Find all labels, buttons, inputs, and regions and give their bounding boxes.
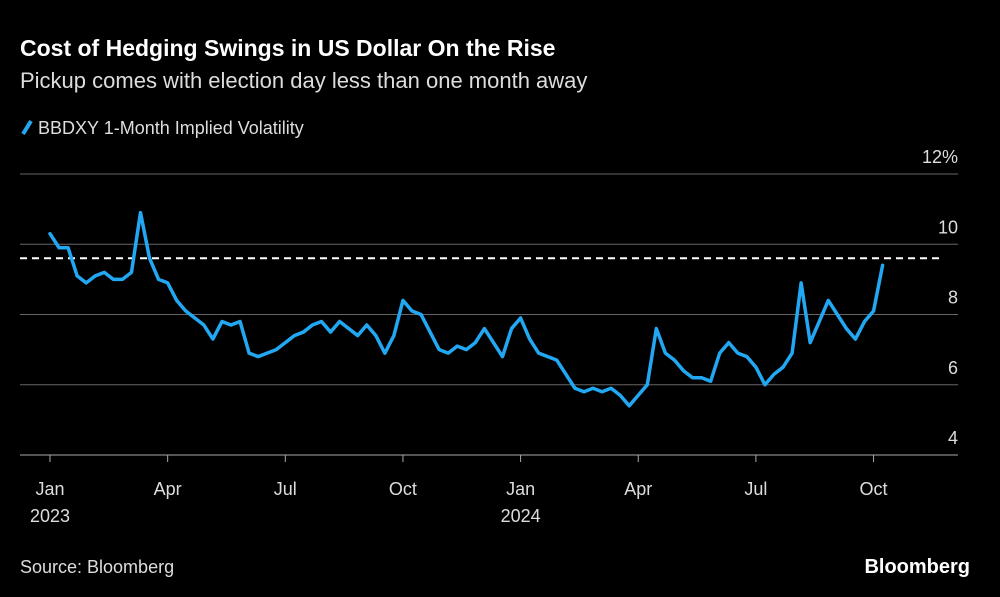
- y-tick-label: 4: [948, 428, 958, 448]
- x-tick-label: Jul: [744, 479, 768, 499]
- legend-swatch: [21, 119, 33, 136]
- series-line: [48, 210, 885, 408]
- y-tick-label: 10: [938, 217, 958, 237]
- x-tick-label: Jan 2023: [29, 479, 71, 526]
- x-tick-label: Jan 2024: [500, 479, 541, 526]
- y-tick-label: 8: [948, 288, 958, 308]
- legend-label: BBDXY 1-Month Implied Volatility: [38, 118, 304, 138]
- x-tick-label: Apr: [624, 479, 653, 499]
- x-tick-label: Jul: [273, 479, 297, 499]
- x-tick-label: Apr: [153, 479, 182, 499]
- brand: Bloomberg: [864, 556, 970, 578]
- chart-subtitle: Pickup comes with election day less than…: [20, 68, 587, 93]
- source: Source: Bloomberg: [20, 557, 174, 577]
- chart-title: Cost of Hedging Swings in US Dollar On t…: [20, 35, 555, 61]
- y-tick-label: 12%: [922, 147, 958, 167]
- x-tick-label: Oct: [859, 479, 888, 499]
- y-tick-label: 6: [948, 358, 958, 378]
- x-tick-label: Oct: [388, 479, 417, 499]
